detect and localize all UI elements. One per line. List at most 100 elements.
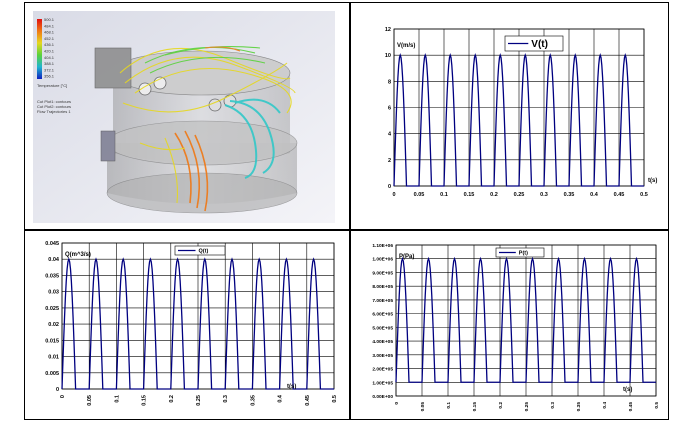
y-tick-label: 6.00E+05 — [372, 312, 393, 318]
y-tick-label: 12 — [385, 27, 391, 33]
simulation-panel: 500.1 484.1 468.1 452.1 436.1 420.1 404.1 388.1… — [24, 2, 350, 230]
x-tick-label: 0.5 — [654, 402, 660, 409]
temperature-legend-value: 420.1 — [44, 49, 55, 54]
y-tick-label: 8 — [388, 79, 391, 85]
legend-box — [504, 35, 564, 52]
y-tick-label: 5.00E+05 — [372, 325, 393, 331]
temperature-legend-value: 500.1 — [44, 17, 55, 22]
y-axis-label: Q(m^3/s) — [65, 252, 91, 258]
x-tick-label: 0.1 — [440, 192, 448, 198]
x-tick-label: 0.45 — [305, 395, 311, 406]
x-axis-label: t(s) — [648, 178, 657, 184]
pressure-chart-panel: 0.00E+00 1.00E+05 2.00E+05 3.00E+05 4.00E+05… — [350, 230, 669, 420]
temperature-legend-value: 356.1 — [44, 74, 55, 79]
temperature-legend-unit: Temperature [°C] — [37, 83, 67, 88]
temperature-color-bar — [37, 19, 42, 79]
flow-chart-panel: 0 0.005 0.01 0.015 0.02 0.025 0.03 0.035 0.04 0.0… — [24, 230, 350, 420]
x-tick-label: 0.4 — [590, 192, 599, 198]
x-tick-label: 0.3 — [540, 192, 548, 198]
y-tick-label: 0.03 — [48, 290, 59, 296]
y-tick-label: 1.00E+05 — [372, 380, 393, 386]
y-tick-label: 1.00E+06 — [372, 257, 393, 263]
x-tick-label: 0.5 — [332, 395, 338, 403]
y-tick-label: 0.035 — [45, 273, 59, 279]
y-tick-label: 0.01 — [48, 355, 59, 361]
legend-label: V(t) — [531, 39, 548, 50]
x-tick-label: 0.25 — [524, 402, 530, 412]
x-tick-label: 0 — [60, 395, 66, 398]
machine-body — [94, 47, 298, 214]
legend-label: Q(t) — [199, 248, 209, 254]
legend-box — [495, 247, 545, 258]
simulation-note-3: Flow Trajectories 1 — [37, 109, 71, 114]
y-tick-label: 0.04 — [48, 257, 60, 263]
series-line — [395, 256, 656, 383]
x-tick-label: 0.4 — [278, 394, 284, 403]
x-tick-label: 0.35 — [576, 402, 582, 412]
flow-trajectories — [119, 45, 296, 212]
velocity-chart: 0 2 4 6 8 10 12 0 0.05 0.1 0.15 0.2 0.25 0.3 0.35 0.4 0.… — [385, 27, 657, 198]
x-tick-label: 0.35 — [564, 192, 575, 198]
y-tick-label: 0.025 — [45, 306, 59, 312]
x-axis-label: t(s) — [623, 387, 632, 393]
x-tick-label: 0.05 — [87, 395, 93, 406]
y-tick-label: 1.10E+06 — [372, 243, 393, 249]
y-tick-label: 2.00E+05 — [372, 367, 393, 373]
x-tick-label: 0.45 — [628, 402, 634, 412]
x-tick-label: 0.1 — [114, 395, 120, 403]
series-line — [61, 257, 334, 390]
flow-chart: 0 0.005 0.01 0.015 0.02 0.025 0.03 0.035 0.04 0.0… — [45, 241, 338, 406]
temperature-legend-value: 404.1 — [44, 55, 55, 60]
velocity-chart-panel: 0 2 4 6 8 10 12 0 0.05 0.1 0.15 0.2 0.25 0.3 0.35 0.4 0.… — [350, 2, 669, 230]
temperature-legend-value: 388.1 — [44, 61, 55, 66]
x-tick-label: 0.3 — [550, 402, 556, 409]
temperature-legend-value: 372.1 — [44, 67, 55, 72]
y-tick-label: 0.015 — [45, 338, 59, 344]
x-tick-label: 0.1 — [446, 402, 452, 409]
x-tick-label: 0.05 — [414, 192, 425, 198]
y-axis-label: P(Pa) — [399, 254, 414, 260]
x-tick-label: 0.5 — [640, 192, 648, 198]
x-tick-label: 0.15 — [464, 192, 475, 198]
y-tick-label: 0.005 — [45, 371, 59, 377]
temperature-legend-value: 484.1 — [44, 23, 55, 28]
x-tick-label: 0.2 — [498, 402, 504, 409]
x-tick-label: 0.3 — [223, 395, 229, 403]
series-line — [393, 52, 644, 187]
y-tick-label: 0.02 — [48, 322, 59, 328]
simulation-note-2: Cut Plot2: contours — [37, 104, 71, 109]
pressure-chart: 0.00E+00 1.00E+05 2.00E+05 3.00E+05 4.00E+05… — [372, 243, 660, 412]
y-tick-label: 0 — [56, 387, 59, 393]
y-tick-label: 4.00E+05 — [372, 339, 393, 345]
y-axis-label: V(m/s) — [397, 43, 415, 49]
y-tick-label: 10 — [385, 53, 391, 59]
y-tick-label: 3.00E+05 — [372, 353, 393, 359]
x-tick-label: 0.15 — [142, 395, 148, 406]
legend-box — [174, 245, 226, 256]
y-tick-label: 2 — [388, 158, 391, 164]
temperature-legend-value: 436.1 — [44, 42, 55, 47]
temperature-legend-value: 468.1 — [44, 30, 55, 35]
x-tick-label: 0.4 — [602, 402, 608, 409]
simulation-note-1: Cut Plot1: contours — [37, 99, 71, 104]
y-tick-label: 4 — [388, 132, 392, 138]
x-tick-label: 0.15 — [472, 402, 478, 412]
y-tick-label: 0.045 — [45, 241, 59, 247]
x-tick-label: 0.45 — [614, 192, 625, 198]
y-tick-label: 8.00E+05 — [372, 284, 393, 290]
x-tick-label: 0.05 — [420, 402, 426, 412]
y-tick-label: 0.00E+00 — [372, 394, 393, 400]
y-tick-label: 0 — [388, 184, 391, 190]
x-tick-label: 0 — [394, 402, 400, 405]
x-tick-label: 0.2 — [490, 192, 498, 198]
legend-label: P(t) — [519, 250, 528, 256]
x-tick-label: 0 — [392, 192, 395, 198]
temperature-legend-value: 452.1 — [44, 36, 55, 41]
y-tick-label: 9.00E+05 — [372, 270, 393, 276]
x-tick-label: 0.25 — [514, 192, 525, 198]
x-tick-label: 0.2 — [169, 395, 175, 403]
x-tick-label: 0.25 — [196, 395, 202, 406]
y-tick-label: 7.00E+05 — [372, 298, 393, 304]
